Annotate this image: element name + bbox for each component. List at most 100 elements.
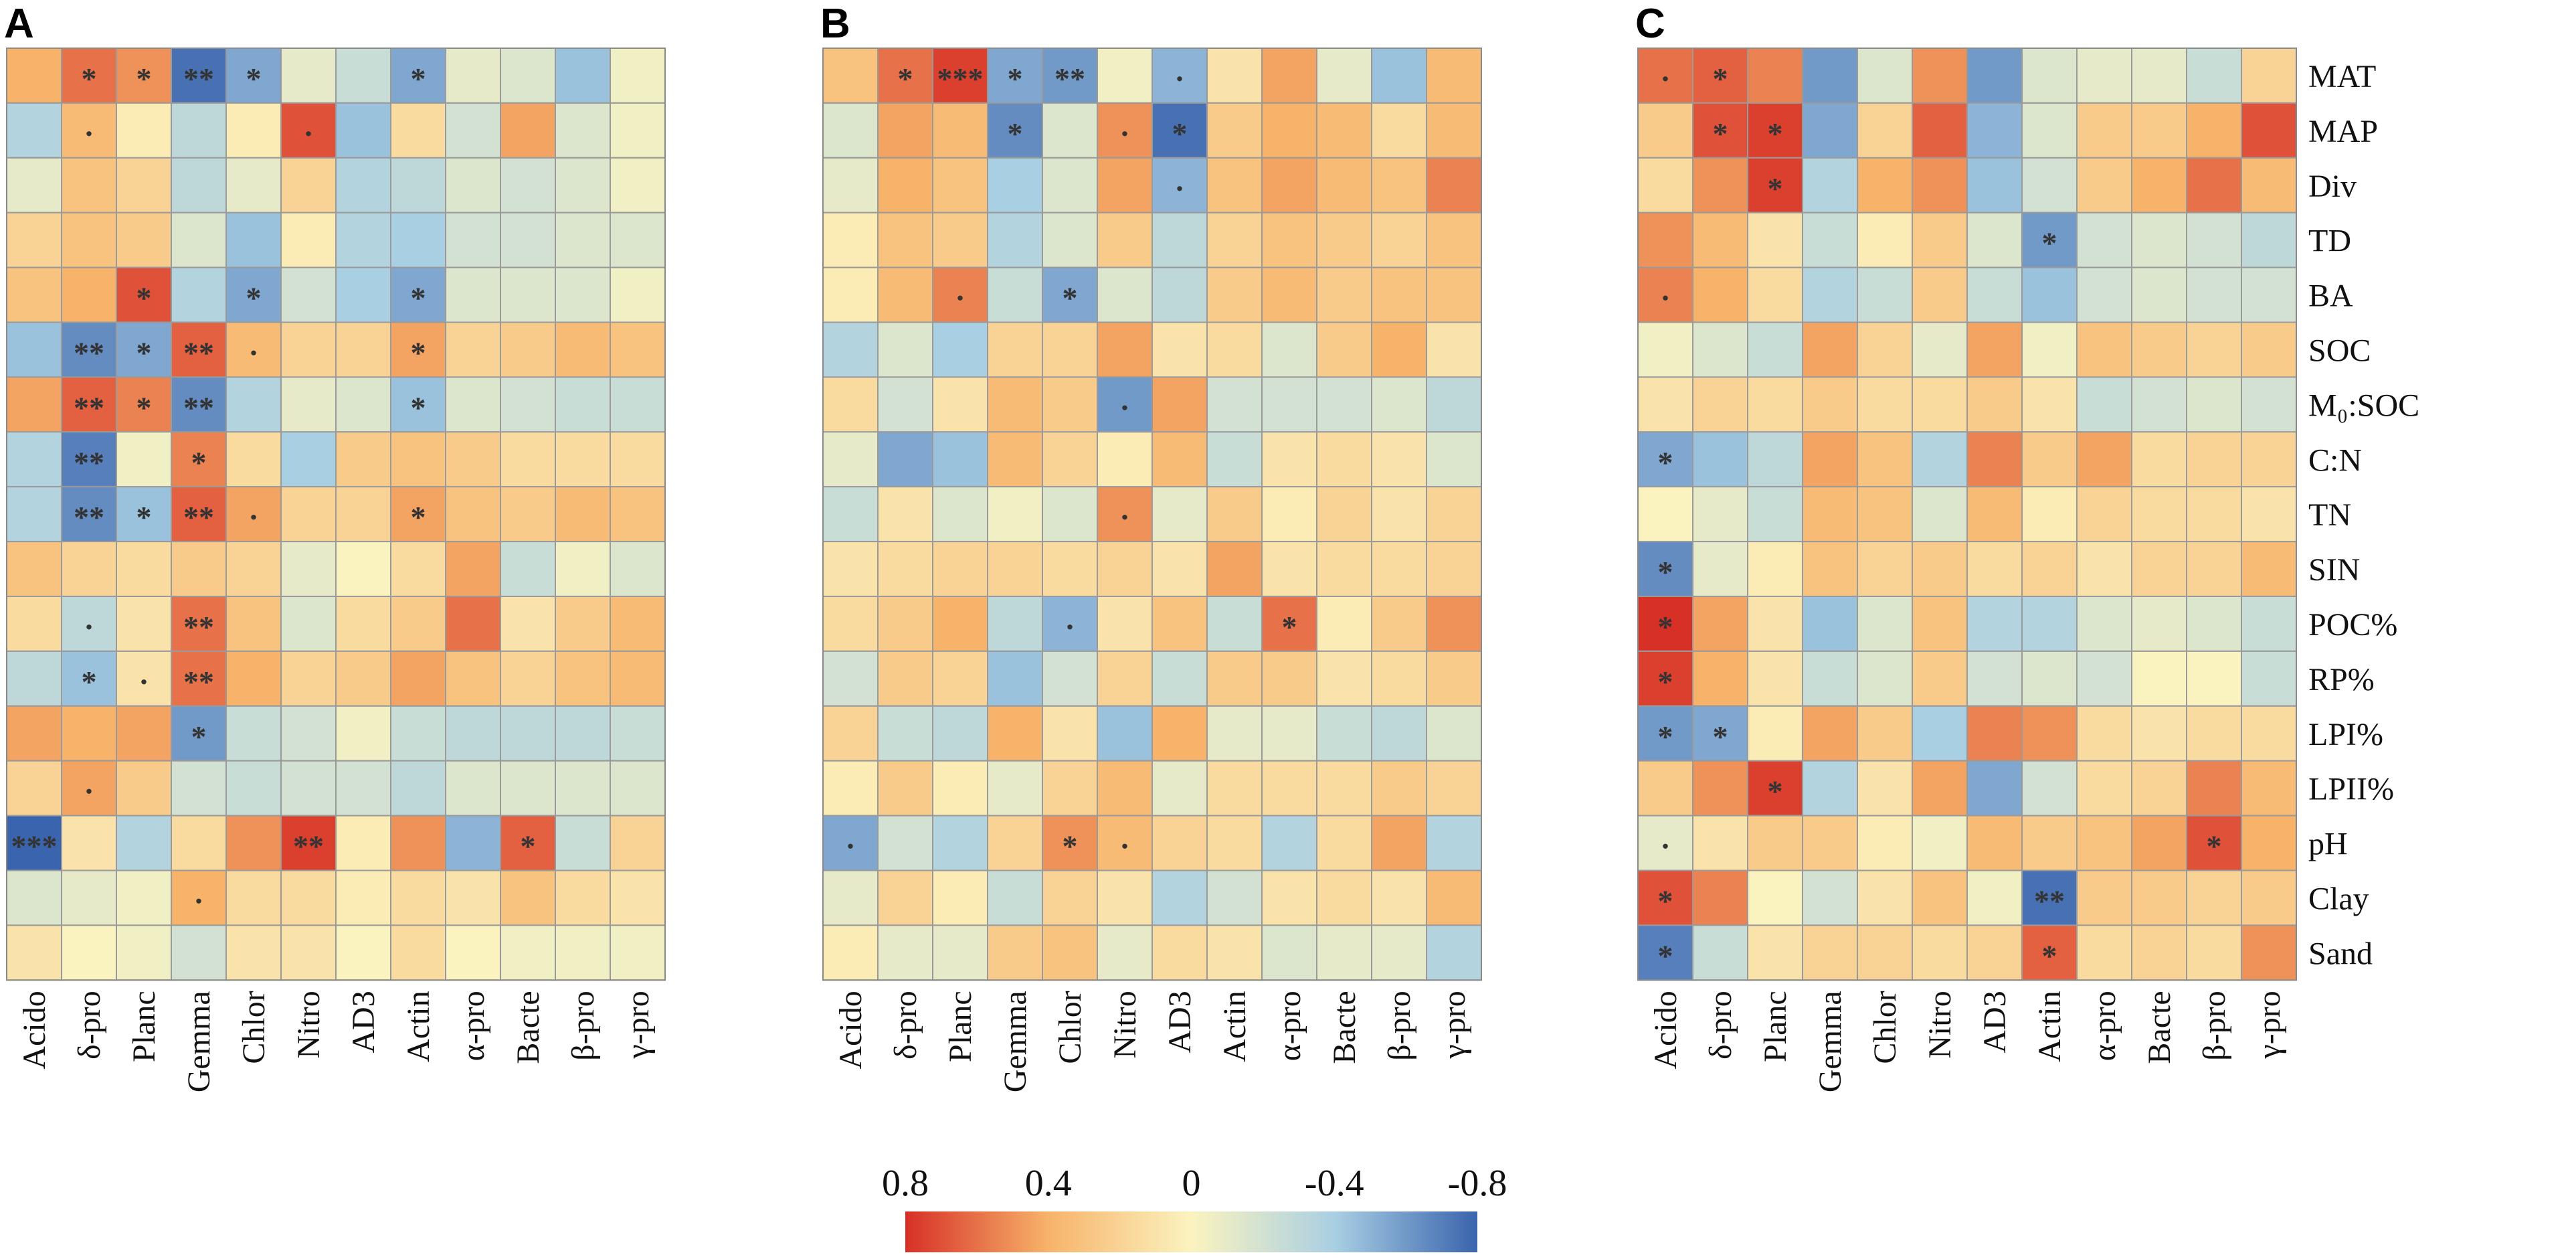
heatmap-cell [1371, 266, 1427, 323]
heatmap-cell [1206, 486, 1263, 543]
heatmap-cell [1912, 321, 1968, 378]
heatmap-cell [1097, 924, 1153, 981]
heatmap-cell [610, 266, 666, 323]
heatmap-cell [2021, 266, 2078, 323]
heatmap-cell [335, 705, 391, 762]
heatmap-cell [390, 650, 446, 707]
column-label: β-pro [2197, 991, 2232, 1060]
heatmap-cell [932, 102, 988, 159]
heatmap-cell [822, 376, 879, 433]
significance-mark: * [1658, 555, 1673, 589]
heatmap-cell [1152, 815, 1208, 871]
heatmap-cell [1802, 212, 1858, 268]
column-label: δ-pro [888, 991, 923, 1060]
color-scale-bar [905, 1211, 1477, 1252]
heatmap-cell [1857, 431, 1913, 488]
heatmap-cell [6, 541, 62, 597]
heatmap-cell [1261, 705, 1317, 762]
heatmap-cell [1637, 376, 1693, 433]
column-label: γ-pro [2251, 991, 2287, 1059]
heatmap-cell [822, 924, 879, 981]
heatmap-cell [1966, 815, 2023, 871]
heatmap-cell [555, 815, 611, 871]
heatmap-cell [335, 102, 391, 159]
significance-mark: * [1008, 62, 1023, 96]
heatmap-cell [877, 815, 933, 871]
heatmap-cell [390, 760, 446, 817]
heatmap-cell [61, 431, 117, 488]
heatmap-cell [1042, 541, 1098, 597]
column-label: Acido [1648, 991, 1683, 1069]
color-scale-tick: -0.8 [1448, 1163, 1507, 1204]
panel-label: C [1635, 1, 1665, 47]
heatmap-cell [932, 924, 988, 981]
column-label: Chlor [236, 991, 272, 1064]
heatmap-cell [2241, 157, 2297, 214]
heatmap-cell [2186, 541, 2242, 597]
significance-mark: * [2042, 226, 2057, 260]
heatmap-cell [822, 486, 879, 543]
heatmap-cell [1206, 705, 1263, 762]
significance-mark: * [1063, 829, 1078, 863]
heatmap-cell [2076, 596, 2132, 652]
heatmap-cell [1857, 321, 1913, 378]
heatmap-cell [1426, 376, 1482, 433]
heatmap-cell [2241, 596, 2297, 652]
heatmap-cell [1042, 376, 1098, 433]
heatmap-cell [1966, 212, 2023, 268]
heatmap-cell [987, 650, 1043, 707]
column-label: α-pro [456, 991, 491, 1061]
heatmap-cell [2186, 924, 2242, 981]
heatmap-cell [1152, 486, 1208, 543]
heatmap-cell [335, 650, 391, 707]
heatmap-cell [280, 596, 337, 652]
heatmap-cell [445, 48, 501, 104]
heatmap-cell [1042, 48, 1098, 104]
heatmap-cell [171, 760, 227, 817]
heatmap-cell [1966, 376, 2023, 433]
significance-mark: . [85, 602, 93, 636]
heatmap-cell [2021, 486, 2078, 543]
heatmap-cell [1097, 212, 1153, 268]
heatmap-cell [1426, 596, 1482, 652]
heatmap-cell [555, 321, 611, 378]
heatmap-cell [280, 705, 337, 762]
color-scale-tick: 0 [1182, 1163, 1201, 1204]
heatmap-cell [1371, 541, 1427, 597]
heatmap-cell [2241, 48, 2297, 104]
significance-mark: . [1176, 54, 1184, 88]
heatmap-cell [1371, 431, 1427, 488]
heatmap-cell [1692, 596, 1748, 652]
heatmap-cell [822, 815, 879, 871]
heatmap-cell [1371, 650, 1427, 707]
heatmap-cell [2131, 157, 2187, 214]
significance-mark: * [1282, 610, 1297, 644]
heatmap-cell [1152, 321, 1208, 378]
column-label: γ-pro [620, 991, 656, 1059]
significance-mark: ** [293, 829, 324, 863]
heatmap-cell [171, 869, 227, 926]
significance-mark: * [136, 62, 152, 96]
heatmap-cell [445, 760, 501, 817]
column-label: α-pro [1272, 991, 1307, 1061]
heatmap-cell [6, 705, 62, 762]
significance-mark: * [411, 390, 426, 424]
heatmap-cell [1857, 157, 1913, 214]
column-label: γ-pro [1437, 991, 1472, 1059]
heatmap-cell [1206, 596, 1263, 652]
row-label: LPI% [2308, 717, 2383, 752]
heatmap-cell [822, 705, 879, 762]
heatmap-cell [1206, 321, 1263, 378]
significance-mark: . [1176, 163, 1184, 197]
panel-label: A [4, 1, 34, 47]
heatmap-cell [1316, 705, 1372, 762]
heatmap-cell [1912, 431, 1968, 488]
heatmap-cell [171, 596, 227, 652]
heatmap-cell [822, 102, 879, 159]
heatmap-cell [2021, 596, 2078, 652]
heatmap-cell [2131, 541, 2187, 597]
heatmap-cell [1912, 705, 1968, 762]
heatmap-cell [390, 596, 446, 652]
heatmap-cell [1206, 212, 1263, 268]
significance-mark: . [140, 657, 148, 691]
